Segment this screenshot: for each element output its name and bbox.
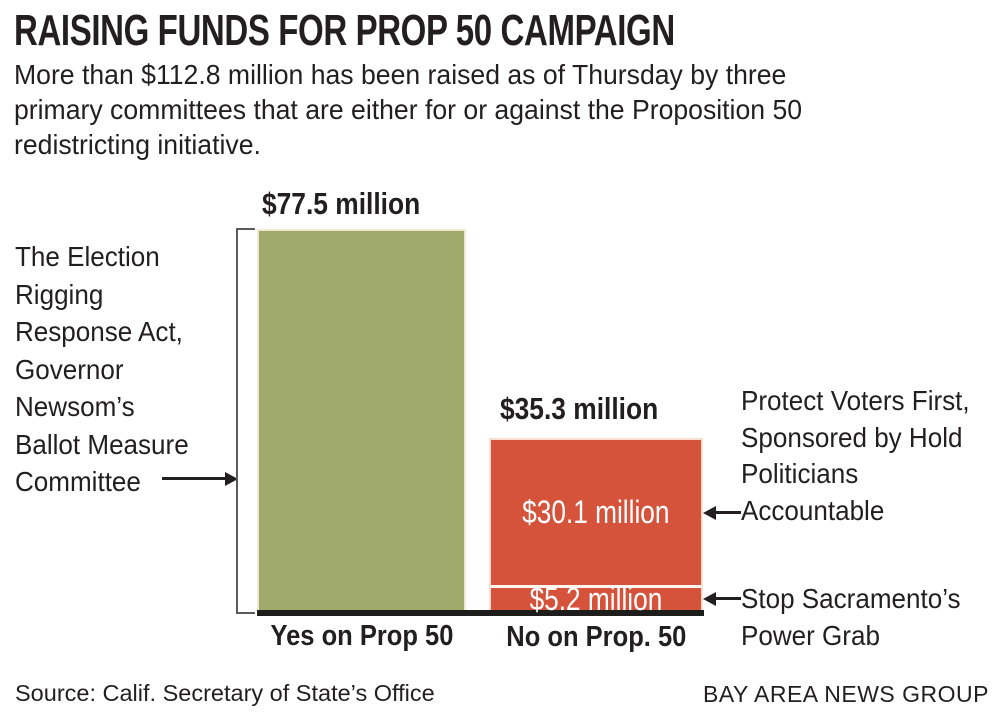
chart-subtitle: More than $112.8 million has been raised… xyxy=(14,57,802,162)
bracket-bottom-tick xyxy=(236,612,255,614)
annotation-line: Newsom’s xyxy=(15,391,135,422)
annotation-protect-voters-first: Protect Voters First, Sponsored by Hold … xyxy=(741,383,970,529)
x-label-no: No on Prop. 50 xyxy=(489,621,703,654)
bar-no-on-prop-50 xyxy=(489,438,703,613)
page-title: RAISING FUNDS FOR PROP 50 CAMPAIGN xyxy=(14,6,675,55)
arrow-left-icon xyxy=(703,505,741,520)
annotation-line: The Election xyxy=(15,241,160,272)
segment-protect-voters-first xyxy=(491,440,701,585)
x-label-text: Yes on Prop 50 xyxy=(270,620,453,652)
arrow-shaft xyxy=(162,477,225,480)
arrow-shaft xyxy=(716,597,741,600)
segment-value-label-5m: $5.2 million xyxy=(489,581,703,617)
bracket-line xyxy=(236,228,238,614)
annotation-stop-sacramento: Stop Sacramento’s Power Grab xyxy=(741,580,961,654)
annotation-line: Protect Voters First, xyxy=(741,385,970,416)
arrow-shaft xyxy=(716,511,741,514)
arrow-right-icon xyxy=(162,471,238,486)
source-text: Source: Calif. Secretary of State’s Offi… xyxy=(15,680,435,706)
annotation-line: Response Act, xyxy=(15,316,183,347)
arrow-left-icon xyxy=(703,591,741,606)
subtitle-line: More than $112.8 million has been raised… xyxy=(14,59,787,90)
arrow-head xyxy=(225,471,238,486)
annotation-line: Stop Sacramento’s xyxy=(741,583,961,614)
segment-value-text: $30.1 million xyxy=(522,493,670,530)
annotation-line: Accountable xyxy=(741,494,885,526)
value-label-no: $35.3 million xyxy=(500,391,659,426)
credit-text: BAY AREA NEWS GROUP xyxy=(702,681,989,707)
segment-stop-sacramentos-power-grab xyxy=(491,588,701,611)
subtitle-line: redistricting initiative. xyxy=(14,129,261,160)
annotation-line: Committee xyxy=(15,466,141,497)
segment-value-text: $5.2 million xyxy=(529,580,663,617)
x-axis-baseline xyxy=(257,610,704,616)
x-label-yes: Yes on Prop 50 xyxy=(257,620,466,653)
annotation-line: Sponsored by Hold xyxy=(741,421,963,453)
annotation-line: Power Grab xyxy=(741,620,880,651)
value-label-yes: $77.5 million xyxy=(262,186,421,221)
annotation-line: Rigging xyxy=(15,278,104,310)
x-label-text: No on Prop. 50 xyxy=(505,621,687,653)
annotation-line: Governor xyxy=(15,353,124,385)
bracket-top-tick xyxy=(236,228,255,230)
annotation-line: Politicians xyxy=(741,458,859,489)
annotation-yes-committee: The Election Rigging Response Act, Gover… xyxy=(15,238,189,501)
arrow-head xyxy=(703,505,716,520)
bar-yes-on-prop-50 xyxy=(257,229,466,613)
segment-value-label-30m: $30.1 million xyxy=(489,438,703,586)
subtitle-line: primary committees that are either for o… xyxy=(14,94,803,125)
segment-divider xyxy=(491,585,701,588)
arrow-head xyxy=(703,591,716,606)
annotation-line: Ballot Measure xyxy=(15,428,189,460)
